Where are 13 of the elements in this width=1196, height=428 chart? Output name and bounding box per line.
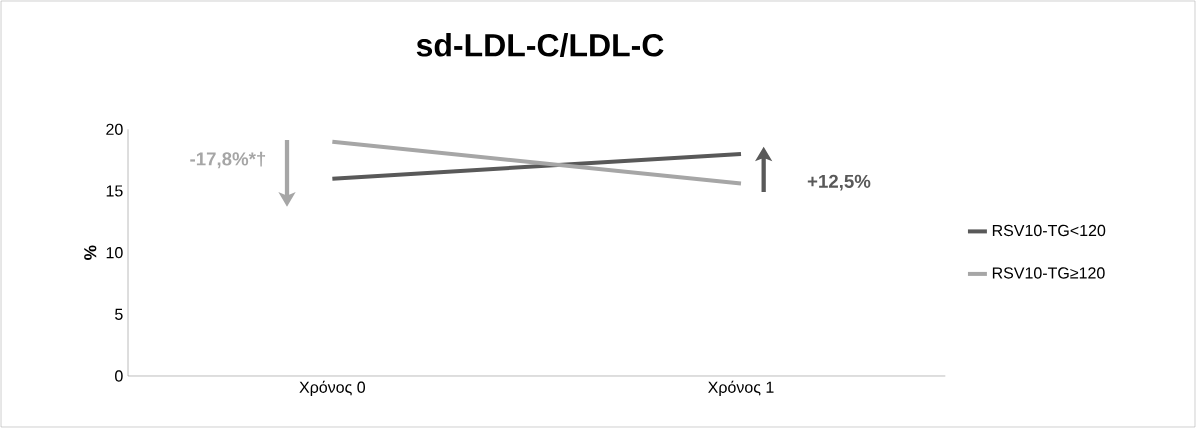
y-tick-label: 10 xyxy=(106,247,123,259)
chart-title: sd-LDL-C/LDL-C xyxy=(416,33,664,57)
y-tick-label: 5 xyxy=(115,308,123,320)
y-axis-title: % xyxy=(84,245,97,260)
y-tick-label: 15 xyxy=(106,185,123,197)
x-tick-label: Χρόνος 0 xyxy=(299,380,366,397)
y-tick-label: 20 xyxy=(106,123,123,135)
annotation: -17,8%*† xyxy=(190,151,266,169)
annotation: +12,5% xyxy=(807,174,871,191)
legend-label: RSV10-TG≥120 xyxy=(992,267,1105,279)
x-tick-label: Χρόνος 1 xyxy=(708,380,774,397)
legend-label: RSV10-TG<120 xyxy=(992,224,1106,237)
y-tick-label: 0 xyxy=(115,370,123,382)
